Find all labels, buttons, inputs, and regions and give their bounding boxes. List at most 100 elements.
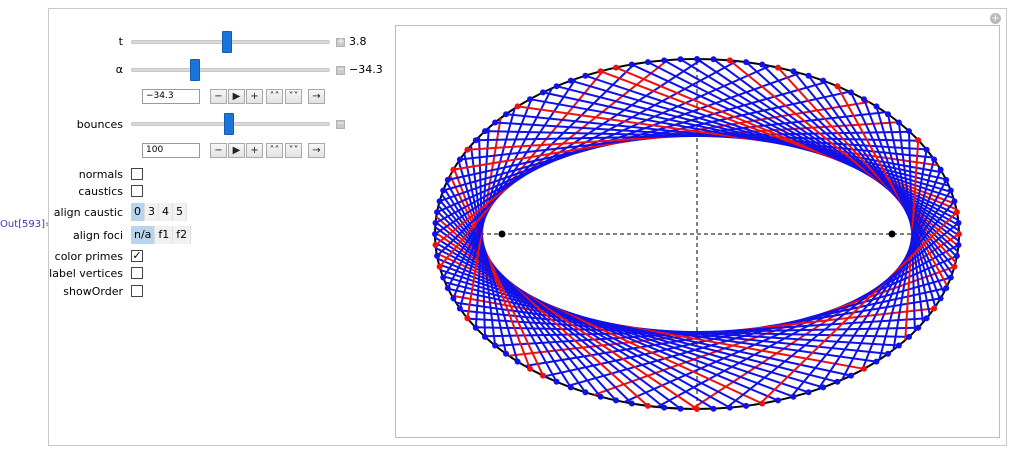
trajectory-segment xyxy=(447,90,850,181)
bounce-vertex xyxy=(450,166,457,173)
trajectory-segment xyxy=(761,63,958,258)
bounce-vertex xyxy=(743,59,750,66)
bounce-vertex xyxy=(567,77,574,84)
trajectory-segment xyxy=(817,189,952,390)
trajectory-segment xyxy=(822,80,951,281)
bounce-vertex xyxy=(834,83,841,90)
caustics-checkbox[interactable] xyxy=(131,185,143,197)
bounce-vertex xyxy=(644,59,651,66)
bounce-vertex xyxy=(947,187,954,194)
bounces-slower-button[interactable]: ˅˅ xyxy=(285,143,302,158)
bounce-vertex xyxy=(482,128,488,135)
bounce-vertex xyxy=(937,295,944,302)
bounces-input[interactable]: 100 xyxy=(142,143,200,158)
t-expand-icon[interactable]: + xyxy=(336,37,345,47)
alpha-input[interactable]: −34.3 xyxy=(142,89,200,104)
billiard-plot xyxy=(432,56,962,412)
trajectory-segment xyxy=(436,64,771,214)
bounce-vertex xyxy=(906,333,912,340)
bounces-slider-thumb[interactable] xyxy=(223,113,234,135)
trajectory-segment xyxy=(836,85,949,287)
bounce-vertex xyxy=(661,57,668,64)
trajectory-segment xyxy=(455,301,877,363)
bounce-vertex xyxy=(775,64,781,71)
bounce-vertex xyxy=(895,342,902,349)
show-order-checkbox[interactable] xyxy=(131,285,143,297)
bounces-collapse-icon[interactable]: − xyxy=(336,119,345,129)
trajectory-segment xyxy=(729,59,960,247)
bounce-vertex xyxy=(597,68,604,75)
bounce-vertex xyxy=(885,111,891,118)
alpha-faster-button[interactable]: ˄˄ xyxy=(266,89,283,104)
trajectory-segment xyxy=(436,210,633,405)
caustics-label: caustics xyxy=(78,185,123,198)
output-cell-label: Out[593]= xyxy=(0,219,54,230)
bounces-play-button[interactable]: ▶ xyxy=(228,143,245,158)
label-vertices-checkbox[interactable] xyxy=(131,267,143,279)
alpha-increment-button[interactable]: + xyxy=(246,89,263,104)
bounce-vertex xyxy=(553,83,560,90)
align-caustic-option-5[interactable]: 5 xyxy=(173,203,187,221)
bounce-vertex xyxy=(677,405,684,412)
align-caustic-option-3[interactable]: 3 xyxy=(145,203,159,221)
focus-right xyxy=(888,230,896,238)
alpha-direction-button[interactable]: → xyxy=(308,89,325,104)
bounce-vertex xyxy=(743,402,750,409)
bounce-vertex xyxy=(953,209,960,216)
bounce-vertex xyxy=(540,89,546,96)
trajectory-segment xyxy=(745,61,959,253)
bounce-vertex xyxy=(582,72,589,79)
bounce-vertex xyxy=(931,156,938,163)
normals-checkbox[interactable] xyxy=(131,168,143,180)
alpha-slider-thumb[interactable] xyxy=(189,59,200,81)
align-caustic-setter: 0 3 4 5 xyxy=(131,203,187,221)
bounce-vertex xyxy=(436,263,443,270)
bounces-decrement-button[interactable]: − xyxy=(210,143,227,158)
alpha-play-button[interactable]: ▶ xyxy=(228,89,245,104)
trajectory-segment xyxy=(453,168,531,370)
bounce-vertex xyxy=(432,231,438,237)
bounce-vertex xyxy=(464,146,471,153)
bounce-vertex xyxy=(514,358,521,365)
bounce-vertex xyxy=(432,242,439,248)
color-primes-checkbox[interactable]: ✓ xyxy=(131,249,143,262)
bounce-vertex xyxy=(820,77,827,84)
bounce-vertex xyxy=(726,57,733,64)
bounce-vertex xyxy=(790,68,797,75)
bounce-vertex xyxy=(440,274,447,281)
show-order-label: showOrder xyxy=(63,285,123,298)
bounces-faster-button[interactable]: ˄˄ xyxy=(266,143,283,158)
alpha-slider-track[interactable] xyxy=(131,68,330,72)
label-vertices-label: label vertices xyxy=(49,267,123,280)
bounce-vertex xyxy=(567,384,574,391)
bounces-increment-button[interactable]: + xyxy=(246,143,263,158)
align-caustic-option-4[interactable]: 4 xyxy=(159,203,173,221)
bounce-vertex xyxy=(820,384,827,391)
trajectory-segment xyxy=(434,221,665,409)
align-foci-option-f1[interactable]: f1 xyxy=(155,226,174,244)
alpha-slower-button[interactable]: ˅˅ xyxy=(285,89,302,104)
panel-options-icon[interactable]: + xyxy=(990,13,1001,24)
trajectory-segment xyxy=(434,226,682,410)
align-caustic-option-0[interactable]: 0 xyxy=(131,203,145,221)
alpha-label: α xyxy=(115,63,123,76)
trajectory-segment xyxy=(457,161,519,362)
bounce-vertex xyxy=(937,166,944,173)
bounce-vertex xyxy=(951,198,958,205)
align-foci-option-na[interactable]: n/a xyxy=(131,226,156,244)
bounces-direction-button[interactable]: → xyxy=(308,143,325,158)
bounce-vertex xyxy=(434,209,441,216)
alpha-collapse-icon[interactable]: − xyxy=(336,65,345,75)
bounce-vertex xyxy=(951,263,958,270)
trajectory-segment xyxy=(442,275,824,389)
normals-label: normals xyxy=(78,168,123,181)
align-foci-option-f2[interactable]: f2 xyxy=(173,226,192,244)
t-slider-thumb[interactable] xyxy=(221,31,232,53)
alpha-decrement-button[interactable]: − xyxy=(210,89,227,104)
bounce-vertex xyxy=(434,252,441,259)
t-value: 3.8 xyxy=(349,35,367,48)
bounce-vertex xyxy=(582,389,589,396)
bounce-vertex xyxy=(472,324,479,331)
trajectory-segment xyxy=(841,179,948,381)
trajectory-segment xyxy=(887,113,931,315)
